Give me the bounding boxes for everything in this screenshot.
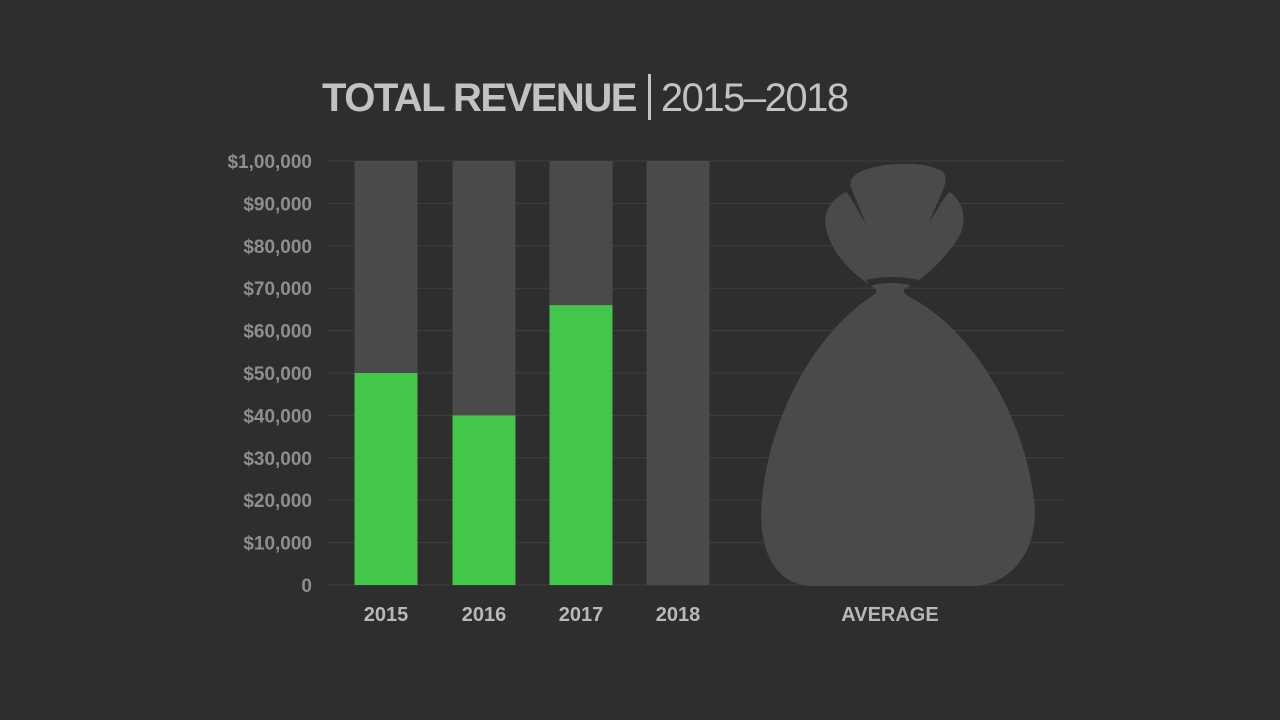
money-bag-icon [761, 163, 1035, 586]
x-tick-label: 2015 [364, 604, 409, 626]
y-tick-label: $30,000 [243, 449, 312, 470]
bar-2016 [452, 415, 516, 585]
y-tick-label: $90,000 [243, 194, 312, 215]
y-tick-label: 0 [301, 576, 312, 597]
y-tick-label: $40,000 [243, 406, 312, 427]
title-separator [647, 74, 651, 120]
y-tick-label: $1,00,000 [227, 152, 312, 173]
bar-2017 [549, 305, 613, 585]
x-tick-label: 2018 [656, 604, 701, 626]
chart-subtitle: 2015–2018 [660, 76, 849, 120]
x-tick-label: 2016 [462, 604, 507, 626]
y-tick-label: $10,000 [243, 534, 312, 555]
y-tick-label: $80,000 [243, 237, 312, 258]
bars [354, 305, 613, 585]
average-area [761, 163, 1035, 586]
y-tick-label: $60,000 [243, 322, 312, 343]
x-axis-labels: 2015 2016 2017 2018 AVERAGE [364, 604, 939, 626]
money-bag-tie-icon [866, 277, 918, 286]
y-tick-label: $20,000 [243, 491, 312, 512]
bar-track [646, 161, 710, 585]
x-tick-label: 2017 [559, 604, 604, 626]
y-tick-label: $50,000 [243, 364, 312, 385]
y-tick-label: $70,000 [243, 279, 312, 300]
bar-2015 [354, 373, 418, 585]
chart-title: TOTAL REVENUE [322, 76, 637, 120]
x-tick-label-average: AVERAGE [841, 604, 938, 626]
y-axis-ticks: 0 $10,000 $20,000 $30,000 $40,000 $50,000 $60,… [227, 152, 312, 597]
chart-title-block: TOTAL REVENUE 2015–2018 [322, 74, 849, 121]
